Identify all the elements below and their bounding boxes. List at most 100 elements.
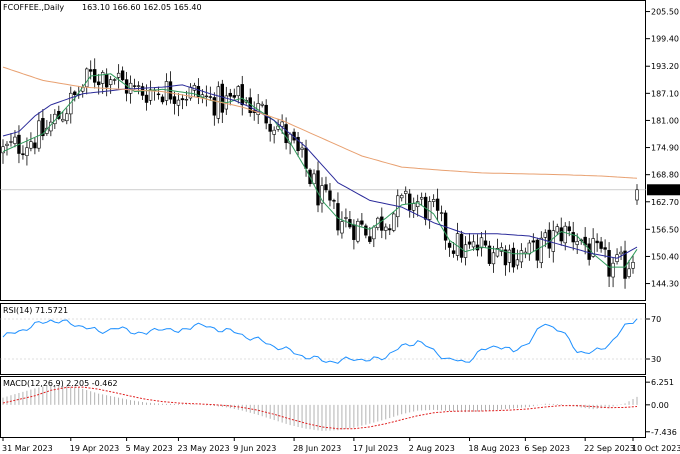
last-price-label: 165.40: [650, 186, 678, 195]
candle-up: [471, 241, 476, 248]
candle-down: [595, 240, 599, 244]
candle-up: [575, 241, 579, 245]
candle-down: [547, 229, 551, 249]
candle-down: [316, 170, 320, 206]
candle-up: [404, 190, 408, 194]
candle-down: [599, 241, 603, 249]
candle-down: [240, 84, 244, 106]
candle-down: [208, 96, 213, 98]
candle-down: [607, 250, 611, 277]
candle-up: [627, 268, 631, 277]
ma-slow-line: [2, 66, 638, 179]
candle-down: [104, 73, 109, 88]
candle-up: [9, 141, 13, 143]
candle-up: [400, 195, 404, 199]
candle-up: [491, 252, 496, 265]
candle-down: [451, 250, 456, 254]
candle-down: [268, 123, 272, 132]
macd-panel[interactable]: MACD(12,26,9) 2.205 -0.462 6.251 0.00 -7.4…: [0, 376, 677, 438]
rsi-title: RSI(14) 71.5721: [3, 306, 68, 315]
candle-up: [236, 86, 240, 97]
rsi-panel[interactable]: RSI(14) 71.5721 70 30: [0, 303, 661, 375]
price-tick-label: 162.70: [651, 198, 679, 207]
candle-down: [160, 96, 165, 103]
candle-up: [419, 197, 424, 200]
candle-up: [260, 103, 264, 106]
candle-up: [65, 113, 69, 122]
last-price-tag: 165.40: [647, 184, 680, 196]
candle-up: [555, 226, 559, 233]
date-tick-label: 10 Oct 2023: [632, 444, 680, 453]
date-tick-label: 6 Sep 2023: [524, 444, 570, 453]
candle-down: [21, 153, 25, 156]
chart-title: FCOFFEE.,Daily: [3, 3, 64, 12]
candle-up: [192, 85, 197, 91]
candle-down: [487, 245, 492, 264]
candle-up: [112, 79, 117, 81]
candle-up: [551, 230, 555, 252]
candle-down: [212, 97, 217, 116]
candle-up: [1, 146, 5, 154]
price-tick-label: 199.40: [651, 35, 679, 44]
rsi-line: [2, 318, 638, 364]
candle-up: [499, 247, 504, 252]
candle-down: [571, 232, 575, 243]
candle-up: [61, 118, 65, 122]
date-tick-label: 23 May 2023: [177, 444, 229, 453]
price-tick-label: 205.50: [651, 8, 679, 17]
candle-down: [364, 225, 368, 236]
candle-down: [41, 118, 45, 137]
candle-up: [455, 233, 460, 256]
candle-down: [284, 124, 288, 144]
candle-down: [172, 96, 177, 104]
candle-up: [164, 81, 169, 101]
candle-down: [567, 226, 571, 232]
candle-down: [623, 250, 627, 279]
candle-up: [13, 136, 17, 144]
candle-up: [412, 203, 416, 211]
ma-mid-line: [2, 84, 638, 259]
candle-up: [108, 79, 113, 85]
candle-up: [495, 247, 500, 257]
candle-up: [216, 86, 221, 119]
macd-histogram: [2, 384, 638, 431]
macd-title: MACD(12,26,9) 2.205 -0.462: [3, 379, 118, 388]
candle-up: [507, 249, 512, 263]
last-price-tag-bg: [647, 184, 680, 196]
candle-up: [635, 189, 639, 201]
candle-up: [479, 237, 484, 249]
date-tick-label: 31 Mar 2023: [2, 444, 53, 453]
date-tick-label: 28 Jun 2023: [293, 444, 341, 453]
price-tick-label: 156.50: [651, 225, 679, 234]
date-tick-label: 19 Apr 2023: [70, 444, 119, 453]
price-tick-label: 187.10: [651, 89, 679, 98]
candle-down: [144, 94, 149, 103]
price-tick-label: 168.80: [651, 171, 679, 180]
candle-down: [220, 83, 225, 113]
date-tick-label: 2 Aug 2023: [409, 444, 455, 453]
price-panel[interactable]: FCOFFEE.,Daily 163.10 166.60 162.05 165.…: [0, 0, 680, 301]
price-tick-label: 193.20: [651, 62, 679, 71]
candle-up: [320, 185, 324, 204]
macd-panel-frame: [0, 376, 646, 438]
candle-down: [180, 98, 185, 101]
candle-down: [33, 142, 37, 149]
candle-down: [559, 227, 563, 242]
candle-up: [611, 262, 615, 278]
candle-up: [136, 85, 141, 87]
candle-down: [352, 224, 356, 240]
candle-up: [431, 199, 436, 202]
candle-up: [184, 98, 189, 101]
candle-up: [439, 212, 444, 214]
candle-up: [543, 232, 547, 238]
candle-down: [435, 198, 440, 211]
candle-up: [515, 259, 520, 266]
candle-up: [176, 99, 181, 106]
candle-up: [344, 217, 348, 219]
candle-down: [447, 242, 452, 248]
moving-average-lines: [2, 66, 638, 268]
rsi-tick-label: 30: [651, 355, 661, 364]
price-panel-frame: [0, 0, 646, 301]
macd-tick-label: 0.00: [651, 401, 669, 410]
